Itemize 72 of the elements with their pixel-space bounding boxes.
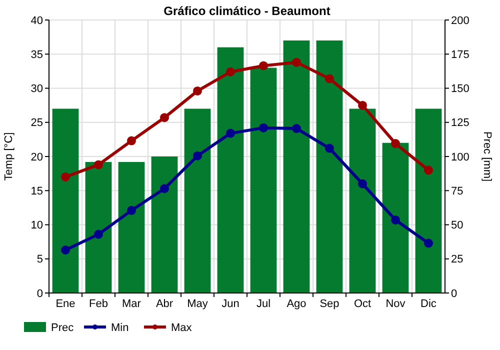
x-tick-label: Nov [386, 298, 406, 310]
y2-axis-title: Prec [mm] [481, 131, 493, 182]
y2-tick-label: 25 [451, 254, 464, 266]
bar [217, 47, 244, 293]
y2-tick-label: 50 [451, 220, 464, 232]
y-tick-label: 30 [30, 83, 43, 96]
y-tick-label: 25 [30, 117, 43, 130]
x-tick-label: Dic [420, 298, 437, 310]
point [94, 160, 103, 170]
point [127, 136, 136, 146]
point [160, 184, 169, 194]
bar [283, 40, 310, 293]
bar [382, 142, 409, 293]
point [424, 166, 433, 175]
point [193, 151, 202, 160]
y2-tick-label: 200 [451, 14, 470, 27]
bar [85, 162, 112, 293]
x-tick-label: Ago [286, 298, 306, 310]
point [325, 74, 334, 84]
point [259, 61, 268, 70]
point [292, 124, 301, 134]
y2-tick-label: 175 [451, 48, 470, 61]
legend-label: Max [171, 322, 192, 334]
point [259, 123, 268, 132]
point [226, 128, 235, 138]
bar [250, 68, 277, 293]
y2-tick-label: 75 [451, 185, 464, 198]
point [358, 100, 367, 110]
point [127, 206, 136, 215]
chart-title: Gráfico climático - Beaumont [164, 4, 330, 18]
point [424, 238, 433, 248]
point [226, 67, 235, 76]
x-tick-label: Abr [156, 298, 174, 310]
point [94, 230, 103, 239]
bar [151, 156, 178, 293]
x-tick-label: Oct [354, 298, 372, 310]
y-tick-label: 0 [36, 288, 43, 300]
bar [52, 108, 79, 293]
y-tick-label: 35 [30, 48, 43, 61]
y-tick-label: 5 [36, 254, 43, 266]
x-tick-label: Mar [122, 298, 142, 310]
y2-tick-label: 100 [451, 151, 470, 164]
x-tick-label: Feb [89, 298, 108, 310]
y-tick-label: 20 [30, 151, 43, 164]
point [391, 139, 400, 148]
bar [415, 108, 442, 293]
point [325, 144, 334, 153]
bar [316, 40, 343, 293]
y2-tick-label: 0 [451, 288, 458, 300]
point [391, 215, 400, 224]
bar [349, 108, 376, 293]
bar [118, 162, 145, 293]
point [193, 86, 202, 96]
point [358, 179, 367, 188]
y2-tick-label: 125 [451, 117, 470, 130]
x-tick-label: Jul [256, 298, 271, 310]
point [61, 246, 70, 255]
bar [184, 108, 211, 293]
x-tick-label: Sep [320, 298, 340, 310]
y-axis-title: Temp [°C] [3, 132, 15, 181]
point [292, 58, 301, 67]
legend-label: Min [111, 322, 129, 334]
point [160, 113, 169, 122]
y-tick-label: 40 [30, 14, 43, 27]
x-tick-label: May [187, 298, 208, 310]
y2-tick-label: 150 [451, 83, 470, 96]
y-tick-label: 10 [30, 220, 43, 232]
x-tick-label: Ene [56, 298, 76, 310]
legend-label: Prec [51, 322, 74, 334]
y-tick-label: 15 [30, 185, 43, 198]
x-tick-label: Jun [222, 298, 240, 310]
point [61, 172, 70, 182]
